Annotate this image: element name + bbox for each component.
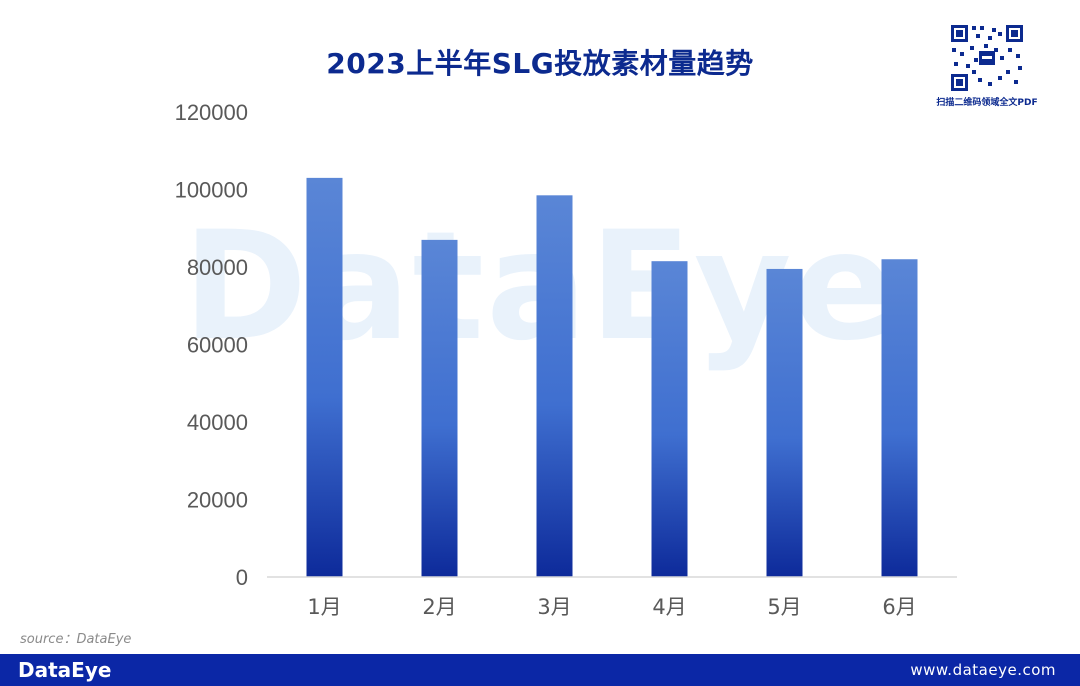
bar-chart: 0 20000 40000 60000 80000 100000 120000 1月 2月 3月… — [175, 100, 957, 619]
x-tick-label: 1月 — [307, 595, 341, 619]
bar-1月 — [306, 177, 343, 577]
bars — [306, 177, 918, 577]
chart-title: 2023上半年SLG投放素材量趋势 — [326, 47, 754, 80]
footer-logo: DataEye — [18, 658, 112, 682]
qr-code — [948, 22, 1026, 94]
y-tick-label: 40000 — [187, 410, 248, 435]
qr-caption: 扫描二维码领域全文PDF — [936, 98, 1038, 108]
y-tick-label: 100000 — [175, 178, 248, 203]
y-tick-label: 60000 — [187, 333, 248, 358]
bar-6月 — [881, 259, 918, 577]
x-tick-label: 5月 — [767, 595, 801, 619]
qr-code-icon — [948, 22, 1026, 94]
bar-4月 — [651, 261, 688, 577]
footer-url[interactable]: www.dataeye.com — [910, 661, 1056, 679]
y-axis: 0 20000 40000 60000 80000 100000 120000 — [175, 100, 248, 590]
x-tick-label: 2月 — [422, 595, 456, 619]
bar-2月 — [421, 239, 458, 577]
y-tick-label: 20000 — [187, 488, 248, 513]
source-note: source：DataEye — [20, 632, 132, 647]
y-tick-label: 120000 — [175, 100, 248, 125]
x-tick-label: 3月 — [537, 595, 571, 619]
bar-5月 — [766, 268, 803, 577]
bar-3月 — [536, 195, 573, 577]
footer-bar: DataEye www.dataeye.com — [0, 654, 1080, 686]
x-axis: 1月 2月 3月 4月 5月 6月 — [307, 595, 916, 619]
x-tick-label: 4月 — [652, 595, 686, 619]
x-tick-label: 6月 — [882, 595, 916, 619]
y-tick-label: 0 — [236, 565, 248, 590]
y-tick-label: 80000 — [187, 255, 248, 280]
